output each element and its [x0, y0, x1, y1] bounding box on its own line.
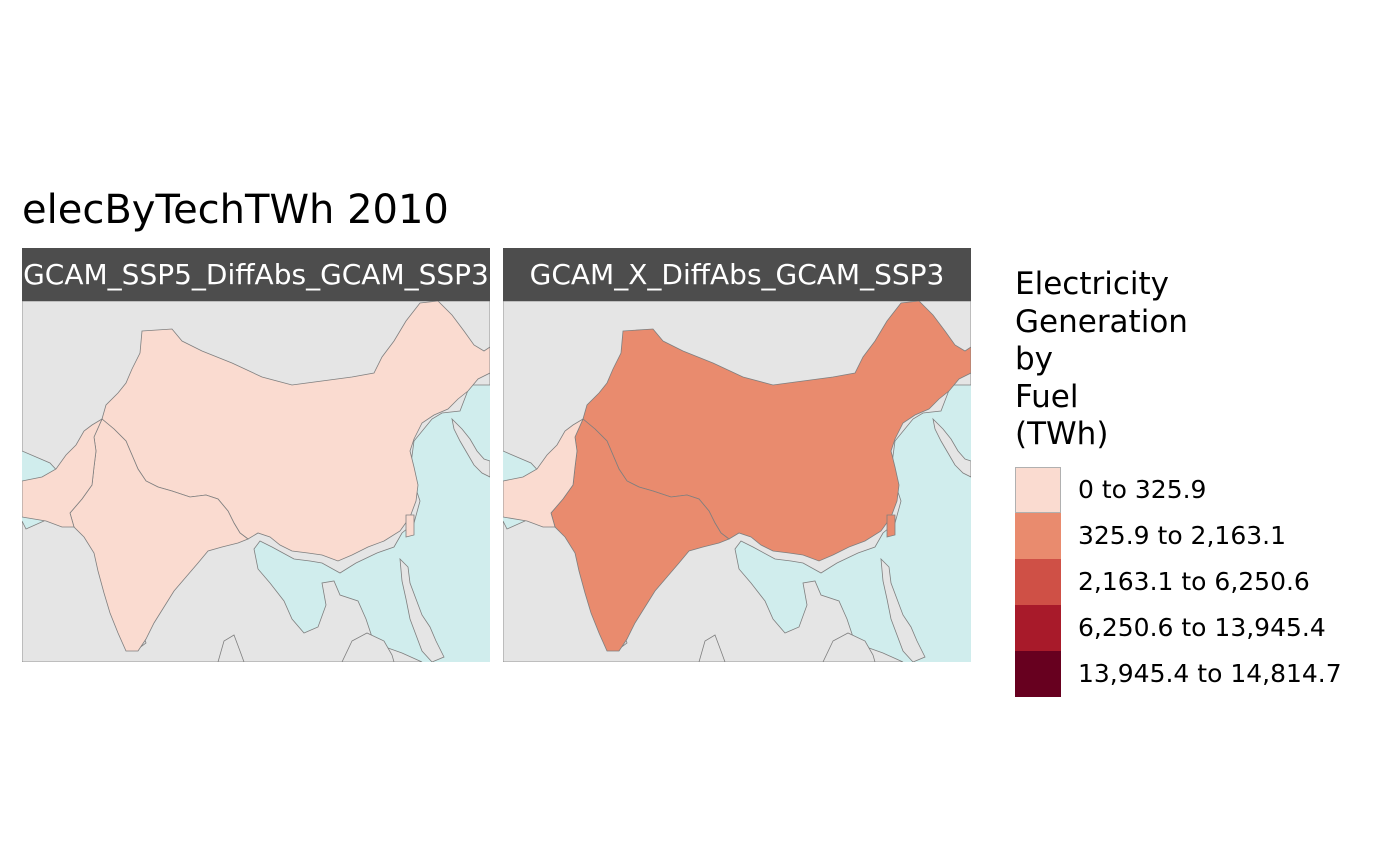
- map-panel-x: GCAM_X_DiffAbs_GCAM_SSP3: [503, 248, 971, 662]
- legend-label: 0 to 325.9: [1078, 475, 1207, 504]
- island-philippines: [399, 557, 445, 662]
- island-sumatra: [698, 634, 726, 662]
- legend-title-line: (TWh): [1015, 416, 1109, 452]
- legend-swatch: [1015, 467, 1061, 513]
- region-pakistan: [22, 418, 103, 528]
- island-borneo: [341, 632, 395, 662]
- legend-swatch: [1015, 513, 1061, 559]
- legend-key: 2,163.1 to 6,250.6: [1015, 559, 1395, 605]
- legend-key: 0 to 325.9: [1015, 467, 1395, 513]
- legend-key: 6,250.6 to 13,945.4: [1015, 605, 1395, 651]
- legend-label: 325.9 to 2,163.1: [1078, 521, 1286, 550]
- legend-title-line: Fuel: [1015, 378, 1079, 415]
- legend-swatch: [1015, 651, 1061, 697]
- island-philippines: [880, 557, 926, 662]
- map-svg: [503, 301, 971, 662]
- island-sumatra: [217, 634, 245, 662]
- legend-title-line: Electricity: [1015, 266, 1169, 302]
- region-taiwan: [405, 514, 415, 538]
- legend-key: 325.9 to 2,163.1: [1015, 513, 1395, 559]
- facet-strip: GCAM_X_DiffAbs_GCAM_SSP3: [503, 248, 971, 301]
- map-panel-ssp5: GCAM_SSP5_DiffAbs_GCAM_SSP3: [22, 248, 490, 662]
- region-taiwan: [886, 514, 896, 538]
- island-borneo: [822, 632, 876, 662]
- legend-key: 13,945.4 to 14,814.7: [1015, 651, 1395, 697]
- map-area: [22, 301, 490, 662]
- facet-strip: GCAM_SSP5_DiffAbs_GCAM_SSP3: [22, 248, 490, 301]
- legend-title-line: Generation: [1015, 303, 1188, 340]
- map-area: [503, 301, 971, 662]
- island-japan: [451, 417, 490, 478]
- legend-label: 6,250.6 to 13,945.4: [1078, 613, 1326, 642]
- legend: Electricity Generation by Fuel (TWh) 0 t…: [1015, 266, 1395, 697]
- map-svg: [22, 301, 490, 662]
- legend-title-line: by: [1015, 341, 1054, 377]
- legend-label: 2,163.1 to 6,250.6: [1078, 567, 1310, 596]
- facet-label: GCAM_X_DiffAbs_GCAM_SSP3: [529, 258, 945, 291]
- region-pakistan: [503, 418, 584, 528]
- map-title: elecByTechTWh 2010: [22, 187, 449, 233]
- legend-keys: 0 to 325.9 325.9 to 2,163.1 2,163.1 to 6…: [1015, 467, 1395, 697]
- legend-swatch: [1015, 605, 1061, 651]
- legend-label: 13,945.4 to 14,814.7: [1078, 659, 1342, 688]
- legend-swatch: [1015, 559, 1061, 605]
- legend-title: Electricity Generation by Fuel (TWh): [1015, 266, 1395, 454]
- facet-label: GCAM_SSP5_DiffAbs_GCAM_SSP3: [23, 258, 489, 291]
- island-japan: [932, 417, 971, 478]
